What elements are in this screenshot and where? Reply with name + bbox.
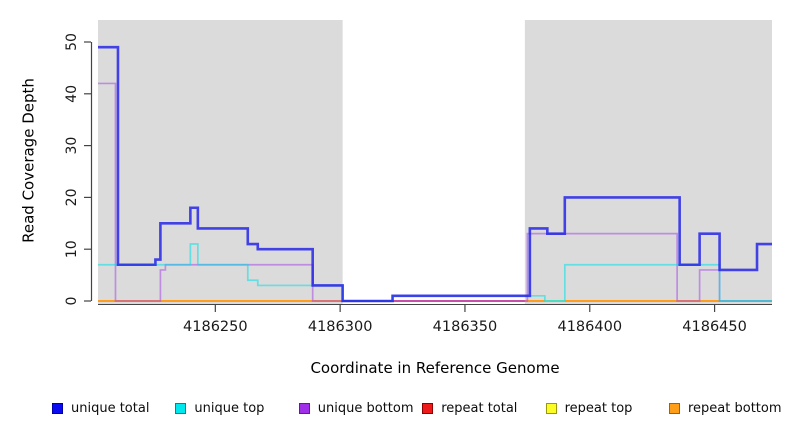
masked-region <box>524 20 772 304</box>
x-tick-label: 4186350 <box>433 319 498 335</box>
masked-region <box>98 20 343 304</box>
legend-swatch-unique-bottom <box>298 402 310 414</box>
legend-swatch-repeat-total <box>422 402 434 414</box>
legend-label: unique bottom <box>317 400 414 416</box>
legend-label: unique total <box>71 400 150 416</box>
x-axis-label: Coordinate in Reference Genome <box>310 359 560 377</box>
x-tick-label: 4186400 <box>557 319 622 335</box>
legend: unique total unique top unique bottom repea… <box>0 398 792 422</box>
legend-item-unique-bottom: unique bottom <box>298 398 414 418</box>
y-tick-label: 20 <box>64 188 80 206</box>
y-tick-label: 10 <box>64 240 80 258</box>
x-tick-label: 4186300 <box>308 319 373 335</box>
legend-label: repeat top <box>564 400 633 416</box>
legend-item-unique-total: unique total <box>52 398 149 418</box>
series-unique-bottom <box>98 82 772 302</box>
legend-label: repeat bottom <box>688 400 782 416</box>
legend-label: repeat total <box>441 400 518 416</box>
legend-item-repeat-total: repeat total <box>422 398 517 418</box>
y-tick-label: 40 <box>64 85 80 103</box>
x-tick-label: 4186450 <box>682 319 747 335</box>
legend-item-repeat-bottom: repeat bottom <box>669 398 782 418</box>
y-tick-label: 0 <box>64 297 80 306</box>
plot-svg: 0 10 20 30 40 50 4186250 4186300 4186350 4186400 4… <box>64 20 772 335</box>
legend-swatch-unique-top <box>175 402 187 414</box>
y-tick-label: 30 <box>64 137 80 155</box>
y-tick-label: 50 <box>64 33 80 51</box>
legend-label: unique top <box>194 400 265 416</box>
series-unique-total <box>98 45 772 303</box>
y-axis-label: Read Coverage Depth <box>19 78 38 243</box>
legend-swatch-repeat-bottom <box>669 402 680 414</box>
legend-item-repeat-top: repeat top <box>545 398 633 418</box>
legend-swatch-repeat-top <box>545 402 557 414</box>
x-tick-label: 4186250 <box>183 319 248 335</box>
legend-item-unique-top: unique top <box>175 398 264 418</box>
legend-swatch-unique-total <box>52 402 63 414</box>
